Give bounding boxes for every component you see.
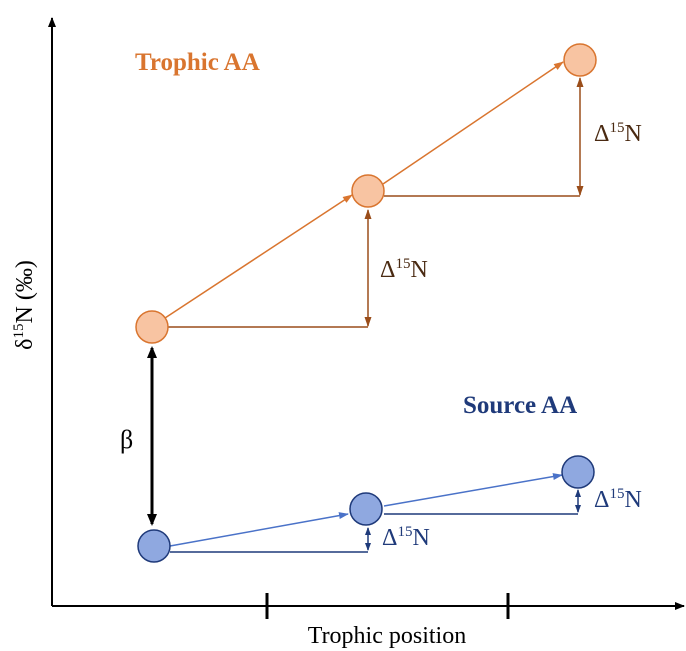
source-aa-label: Source AA xyxy=(463,392,577,419)
trophic-delta-label-2: Δ15N xyxy=(594,120,642,147)
y-axis-label-sup: 15 xyxy=(11,324,27,339)
axes xyxy=(48,17,685,619)
y-axis-label-delta: δ xyxy=(12,339,38,350)
trophic-arrow-1 xyxy=(164,194,353,319)
source-arrow-1 xyxy=(169,512,349,547)
source-node-3 xyxy=(561,455,595,489)
trophic-node-2 xyxy=(351,174,385,208)
y-axis-label: δ15N (‰) xyxy=(11,260,38,350)
trophic-aa-group: Trophic AA Δ15N Δ15N xyxy=(135,43,642,344)
beta-group: β xyxy=(120,346,157,526)
source-aa-group: Source AA Δ15N Δ15N xyxy=(137,392,642,563)
trophic-aa-label: Trophic AA xyxy=(135,49,260,76)
trophic-arrow-2 xyxy=(382,61,564,185)
trophic-delta-label-1: Δ15N xyxy=(380,256,428,283)
beta-label: β xyxy=(120,425,133,454)
source-delta-label-1: Δ15N xyxy=(382,524,430,551)
trophic-node-1 xyxy=(135,310,169,344)
source-node-2 xyxy=(349,492,383,526)
source-delta-label-2: Δ15N xyxy=(594,486,642,513)
y-axis-label-rest: N (‰) xyxy=(12,260,38,323)
x-axis-label: Trophic position xyxy=(308,623,466,649)
source-arrow-2 xyxy=(383,473,563,507)
source-node-1 xyxy=(137,529,171,563)
trophic-node-3 xyxy=(563,43,597,77)
